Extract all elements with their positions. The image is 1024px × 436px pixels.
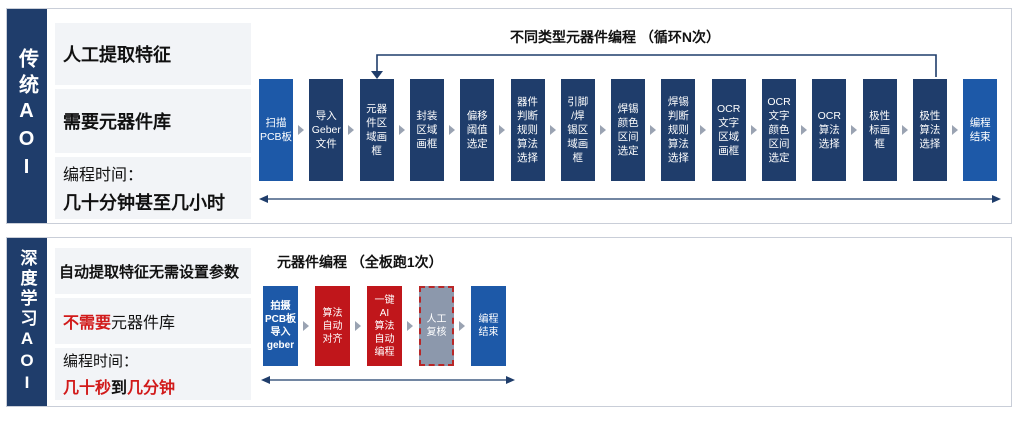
flow-arrow (398, 125, 405, 135)
traditional-aoi-label: 传统AOI (7, 9, 47, 223)
programming-time-traditional: 编程时间： 几十分钟甚至几小时 (55, 157, 251, 219)
flow-arrow (459, 321, 465, 331)
traditional-aoi-panel: 传统AOI 人工提取特征 需要元器件库 编程时间： 几十分钟甚至几小时 不同类型… (6, 8, 1012, 224)
traditional-step-8: 焊锡 颜色 区间 选定 (611, 79, 646, 181)
deep-step-4: 人工 复核 (419, 286, 454, 366)
manual-feature-extraction: 人工提取特征 (55, 23, 251, 85)
flow-arrow (901, 125, 908, 135)
flow-arrow (298, 125, 304, 135)
deep-flow-title: 元器件编程 （全板跑1次） (277, 254, 443, 270)
traditional-step-15: 编程 结束 (963, 79, 998, 181)
flow-arrow (499, 125, 506, 135)
no-component-library: 不需要 元器件库 (55, 298, 251, 344)
deep-learning-aoi-label: 深度学习AOI (7, 238, 47, 406)
flow-arrow (851, 125, 858, 135)
traditional-flow-lines (259, 54, 1001, 203)
deep-flow-lines (261, 376, 515, 384)
loop-arrowhead (371, 71, 383, 79)
deep-learning-aoi-panel: 深度学习AOI 自动提取特征无需设置参数 不需要 元器件库 编程时间： 几十秒到几… (6, 237, 1012, 407)
traditional-step-9: 焊锡 判断 规则 算法 选择 (661, 79, 696, 181)
flow-arrow (700, 125, 707, 135)
traditional-step-13: 极性 标画 框 (862, 79, 897, 181)
traditional-step-6: 器件 判断 规则 算法 选择 (510, 79, 545, 181)
traditional-step-12: OCR 算法 选择 (812, 79, 847, 181)
flow-arrow (549, 125, 556, 135)
traditional-step-10: OCR 文字 区域 画框 (711, 79, 746, 181)
programming-time-deep: 编程时间： 几十秒到几分钟 (55, 348, 251, 400)
flow-arrow (599, 125, 606, 135)
traditional-step-5: 偏移 阈值 选定 (460, 79, 495, 181)
traditional-step-7: 引脚 /焊 锡区 域画 框 (560, 79, 595, 181)
deep-step-1: 拍摄 PCB板 导入 geber (263, 286, 298, 366)
flow-arrow (801, 125, 807, 135)
deep-step-5: 编程 结束 (471, 286, 506, 366)
traditional-step-14: 极性 算法 选择 (912, 79, 947, 181)
deep-step-2: 算法 自动 对齐 (315, 286, 350, 366)
flow-arrow (355, 321, 361, 331)
flow-arrow (750, 125, 757, 135)
flow-arrow (303, 321, 309, 331)
auto-feature-extraction: 自动提取特征无需设置参数 (55, 248, 251, 294)
traditional-step-2: 导入 Geber 文件 (309, 79, 344, 181)
traditional-step-1: 扫描 PCB板 (259, 79, 293, 181)
flow-arrow (951, 125, 958, 135)
traditional-flow-title: 不同类型元器件编程 （循环N次） (510, 29, 720, 45)
flow-arrow (650, 125, 657, 135)
flow-arrow (407, 321, 413, 331)
flow-arrow (348, 125, 355, 135)
component-library-required: 需要元器件库 (55, 89, 251, 153)
flow-arrow (448, 125, 455, 135)
traditional-step-3: 元器 件区 域画 框 (359, 79, 394, 181)
deep-step-3: 一键 AI 算法 自动 编程 (367, 286, 402, 366)
traditional-step-11: OCR 文字 颜色 区间 选定 (762, 79, 796, 181)
traditional-step-4: 封装 区域 画框 (409, 79, 444, 181)
